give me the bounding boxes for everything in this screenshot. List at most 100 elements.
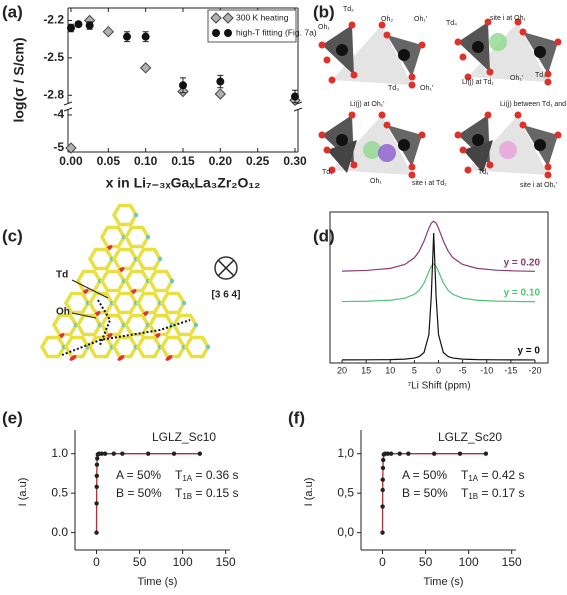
x-tick-label: 150: [216, 555, 236, 569]
framework-ring: [87, 335, 115, 359]
figure-label: Td₁: [478, 169, 489, 176]
panel-label: (c): [2, 226, 23, 245]
data-point: [94, 473, 99, 478]
x-tick-label: 50: [419, 555, 433, 569]
oxygen: [464, 166, 472, 174]
figure-label: Oh₁: [370, 178, 382, 185]
y-tick-label: -5: [53, 140, 64, 154]
oxygen: [544, 171, 552, 179]
oxygen: [348, 21, 356, 29]
site: [499, 141, 517, 159]
x-tick-label: 10: [385, 365, 395, 375]
axis-break: [293, 107, 303, 112]
annotation-title: LGLZ_Sc20: [438, 430, 502, 444]
spectrum: [342, 220, 535, 272]
legend-marker: [212, 29, 220, 37]
panel-label: (d): [313, 226, 335, 245]
annotation-title: LGLZ_Sc10: [152, 430, 216, 444]
framework-ring: [135, 291, 163, 315]
atom: [534, 46, 546, 58]
y-tick-label: -2.5: [43, 50, 64, 64]
x-tick-label: -10: [480, 365, 493, 375]
series-label: y = 0.10: [504, 288, 541, 299]
x-tick-label: 5: [412, 365, 417, 375]
framework-node: [205, 344, 211, 350]
data-point: [65, 142, 77, 154]
panel-label: (b): [313, 2, 335, 21]
oxygen: [408, 163, 416, 171]
data-point: [179, 81, 187, 90]
data-point: [457, 451, 463, 456]
diffusion-path: [97, 299, 112, 346]
data-point: [291, 92, 300, 101]
oxygen: [544, 70, 552, 78]
framework-ring: [123, 313, 151, 337]
x-axis-label: x in Li₇₋₃ₓGaₓLa₃Zr₂O₁₂: [106, 175, 261, 191]
tetrahedron: [327, 140, 357, 173]
oxygen: [514, 18, 522, 26]
framework-ring: [147, 313, 175, 337]
framework-node: [193, 322, 199, 328]
data-point: [214, 88, 227, 100]
axis-break: [63, 101, 73, 106]
figure-label: Td: [56, 270, 68, 281]
data-point: [111, 451, 116, 456]
figure-label: Oh₁: [318, 24, 330, 31]
x-tick-label: 0.30: [283, 154, 307, 168]
figure-label: Td₂: [343, 6, 354, 13]
oxygen: [418, 131, 426, 139]
series-label: y = 0: [517, 346, 540, 357]
figure-label: Oh₂: [381, 16, 393, 23]
data-point: [102, 25, 115, 38]
data-point: [94, 462, 100, 467]
data-point: [95, 456, 100, 461]
data-point: [94, 484, 99, 490]
framework-ring: [123, 225, 151, 249]
oxygen: [378, 21, 386, 29]
annotation: T1A = 0.36 s: [175, 468, 239, 483]
framework-ring: [135, 247, 163, 271]
site: [363, 141, 381, 159]
annotation: A = 50%: [116, 468, 161, 482]
annotation-part: = 0.36 s: [192, 468, 238, 482]
annotation: T1A = 0.42 s: [461, 468, 525, 483]
oxygen: [459, 53, 467, 61]
framework-ring: [87, 291, 115, 315]
oxygen: [454, 38, 462, 46]
x-tick-label: 15: [361, 365, 371, 375]
oxygen: [514, 111, 522, 119]
figure-label: site i at Oh₁': [520, 182, 557, 189]
data-point: [171, 451, 177, 456]
annotation-part: = 0.17 s: [478, 486, 524, 500]
framework-ring: [183, 335, 211, 359]
framework-ring: [123, 269, 151, 293]
x-tick-label: 50: [133, 555, 147, 569]
data-point: [122, 32, 131, 41]
direction-symbol: [217, 259, 235, 277]
framework-node: [133, 212, 139, 218]
figure-label: site i at Oh₁: [490, 15, 526, 22]
lithium-site: [69, 355, 77, 361]
oxygen: [408, 73, 416, 81]
framework-ring: [111, 203, 139, 227]
data-point: [380, 504, 385, 509]
panel-label: (a): [2, 2, 23, 21]
oxygen: [350, 161, 358, 169]
data-point: [380, 487, 385, 493]
data-point: [145, 451, 151, 456]
framework-ring: [75, 269, 103, 293]
framework-ring: [99, 313, 127, 337]
framework-ring: [87, 247, 115, 271]
y-tick-label: -2.8: [43, 87, 64, 101]
y-axis-label: I (a.u): [17, 478, 29, 507]
diffusion-path: [61, 319, 191, 356]
tetrahedron: [463, 140, 493, 173]
figure-label: Li(j) at Oh₁': [350, 101, 384, 108]
annotation: T1B = 0.17 s: [461, 486, 525, 501]
data-point: [380, 465, 386, 471]
figure-label: Li(j) at Td₁: [462, 79, 494, 86]
figure-label: [3 6 4]: [212, 290, 241, 301]
x-axis-label: Time (s): [424, 576, 464, 588]
annotation: A = 50%: [402, 468, 447, 482]
data-point: [99, 451, 104, 456]
